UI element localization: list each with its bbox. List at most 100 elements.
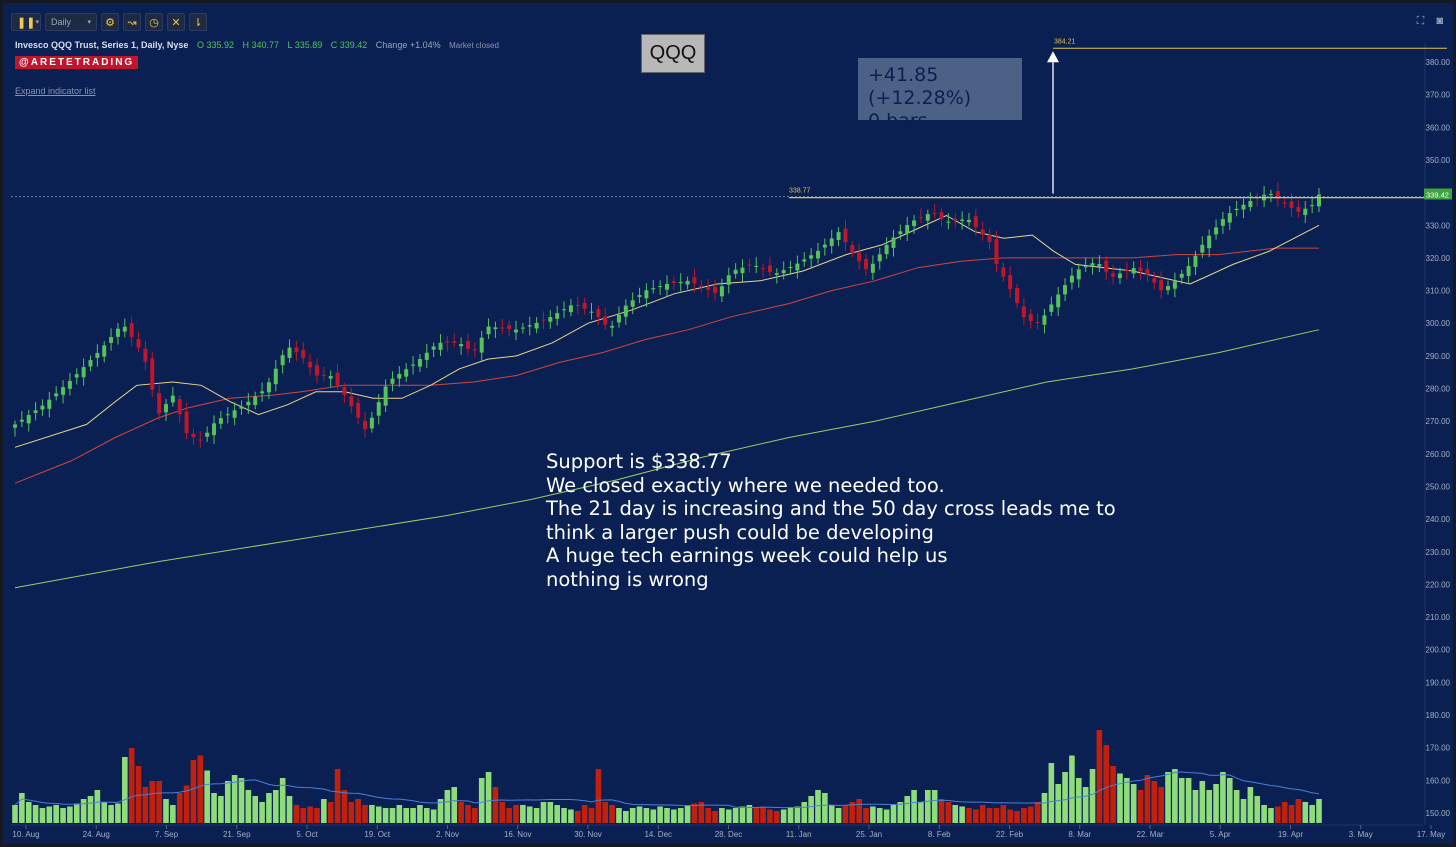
measure-info-box[interactable]: +41.85 (+12.28%) 0 bars [858, 58, 1022, 132]
volume-bar [725, 809, 732, 823]
interval-label: Daily [51, 17, 72, 27]
support-label: 338.77 [789, 188, 811, 195]
volume-bar [945, 802, 952, 823]
volume-bar [780, 809, 787, 823]
candle-body [795, 263, 800, 271]
candle-body [479, 337, 484, 353]
volume-bar [883, 809, 890, 823]
volume-bar [794, 806, 801, 823]
volume-bar [1082, 787, 1089, 823]
annotation-text[interactable]: Support is $338.77 We closed exactly whe… [546, 450, 1116, 591]
candle-body [1015, 287, 1020, 304]
volume-bar [231, 775, 238, 823]
candle-body [1145, 269, 1150, 275]
volume-bar [828, 805, 835, 823]
candle-body [301, 349, 306, 359]
candle-body [431, 346, 436, 350]
volume-bar [1007, 809, 1013, 823]
expand-indicator-link[interactable]: Expand indicator list [15, 86, 96, 96]
volume-bar [1178, 778, 1185, 823]
volume-bar [993, 808, 1000, 823]
volume-bar [712, 811, 718, 823]
volume-bar [142, 787, 149, 823]
candle-body [1186, 266, 1191, 276]
candle-body [939, 212, 944, 219]
candles-icon: ❚❚ [17, 16, 36, 29]
x-tick-label: 19. Apr [1278, 830, 1304, 839]
ticker-label-box[interactable]: QQQ [641, 34, 705, 73]
volume-bar [1137, 790, 1144, 823]
low-value: L 335.89 [287, 40, 323, 50]
volume-bar [952, 805, 959, 823]
drawing-button[interactable]: ✕ [167, 13, 185, 31]
candle-body [109, 337, 114, 343]
candle-body [1282, 202, 1287, 204]
candle-body [692, 277, 697, 284]
candle-body [335, 372, 340, 386]
candle-body [973, 216, 978, 228]
candle-body [218, 418, 223, 424]
volume-bar [369, 805, 375, 823]
volume-bar [1309, 805, 1315, 823]
volume-bar [574, 811, 581, 823]
volume-bar [581, 805, 588, 823]
last-price-badge [1424, 188, 1452, 200]
volume-bar [1316, 799, 1322, 823]
volume-bar [224, 781, 231, 823]
volume-bar [32, 805, 39, 823]
volume-bar [321, 799, 327, 823]
volume-bar [1268, 808, 1274, 823]
volume-bar [135, 766, 142, 823]
volume-bar [602, 802, 609, 823]
chart-type-button[interactable]: ❚❚ ▾ [11, 13, 41, 31]
clock-button[interactable]: ◷ [145, 13, 163, 31]
candle-body [1310, 205, 1315, 207]
volume-bar [822, 793, 828, 823]
candle-body [445, 341, 450, 343]
x-tick-label: 14. Dec [644, 830, 672, 839]
candle-body [1028, 313, 1033, 322]
candle-body [260, 391, 265, 394]
compare-button[interactable]: ⇂ [189, 13, 207, 31]
ma50-line-group [14, 247, 1319, 484]
candle-body [555, 313, 560, 319]
candle-body [788, 266, 793, 268]
volume-bar [1075, 778, 1082, 823]
x-tick-label: 3. May [1349, 830, 1373, 839]
volume-bar [300, 808, 307, 823]
interval-select[interactable]: Daily ▾ [45, 13, 97, 31]
indicators-button[interactable]: ↝ [123, 13, 141, 31]
fullscreen-icon[interactable]: ⛶ [1416, 15, 1425, 27]
volume-bar [1192, 790, 1199, 823]
volume-bar [39, 808, 46, 823]
y-tick-label: 160.00 [1426, 776, 1451, 785]
volume-bar [163, 799, 169, 823]
volume-bar [808, 796, 814, 823]
candle-body [294, 347, 299, 353]
volume-bar [691, 803, 698, 823]
x-tick-label: 5. Oct [296, 830, 318, 839]
note-line: We closed exactly where we needed too. [546, 473, 945, 497]
volume-bar [451, 787, 458, 823]
candle-body [829, 238, 834, 246]
close-value: C 339.42 [330, 40, 368, 50]
indicators-icon: ↝ [127, 16, 137, 29]
camera-icon[interactable]: ◙ [1436, 15, 1443, 27]
candle-body [459, 344, 464, 347]
volume-bar [355, 799, 361, 823]
volume-bar [629, 808, 636, 823]
volume-bar [286, 796, 293, 823]
compare-icon: ⇂ [193, 16, 203, 29]
candle-body [40, 405, 45, 410]
y-tick-label: 320.00 [1426, 254, 1451, 263]
volume-bar [67, 806, 73, 823]
candle-body [1268, 194, 1273, 196]
settings-button[interactable]: ⚙ [101, 13, 119, 31]
candle-body [177, 399, 182, 415]
candle-body [383, 386, 388, 406]
price-chart[interactable]: 380.00370.00360.00350.00340.00330.00320.… [3, 3, 1456, 847]
volume-bar [53, 805, 59, 823]
candle-body [163, 404, 168, 413]
last-price-label: 339.42 [1426, 191, 1449, 200]
candle-body [658, 286, 663, 288]
